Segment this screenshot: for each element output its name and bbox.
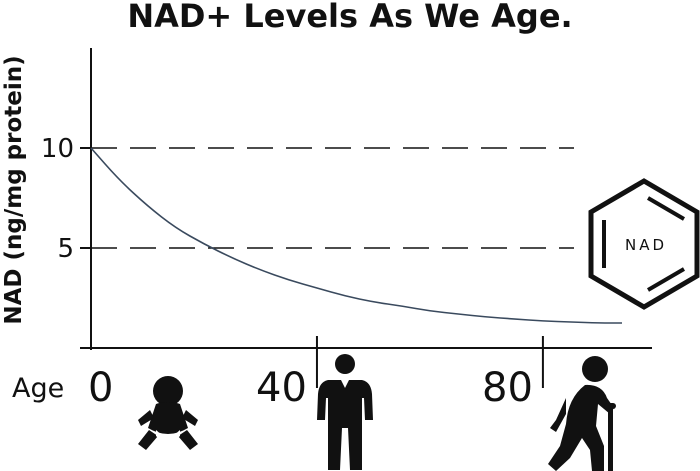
x-tick-label: 0 — [88, 365, 113, 411]
elderly-man-icon — [548, 356, 616, 471]
chart-title: NAD+ Levels As We Age. — [127, 0, 572, 35]
reference-lines — [91, 147, 574, 249]
x-tick-label: 40 — [256, 365, 307, 411]
baby-icon — [138, 376, 198, 450]
y-ticks: 10 5 — [41, 134, 91, 264]
x-tick-label: 80 — [482, 365, 533, 411]
series-line — [90, 147, 622, 324]
y-tick-label: 5 — [57, 234, 74, 264]
y-tick-label: 10 — [41, 134, 74, 164]
y-axis-label: NAD (ng/mg protein) — [1, 55, 27, 324]
adult-man-icon — [317, 354, 373, 470]
nad-badge-label: NAD — [625, 236, 667, 254]
x-ticks: 0 40 80 — [88, 336, 544, 411]
benzene-ring-icon: NAD — [588, 178, 700, 310]
x-axis-label: Age — [12, 373, 64, 404]
